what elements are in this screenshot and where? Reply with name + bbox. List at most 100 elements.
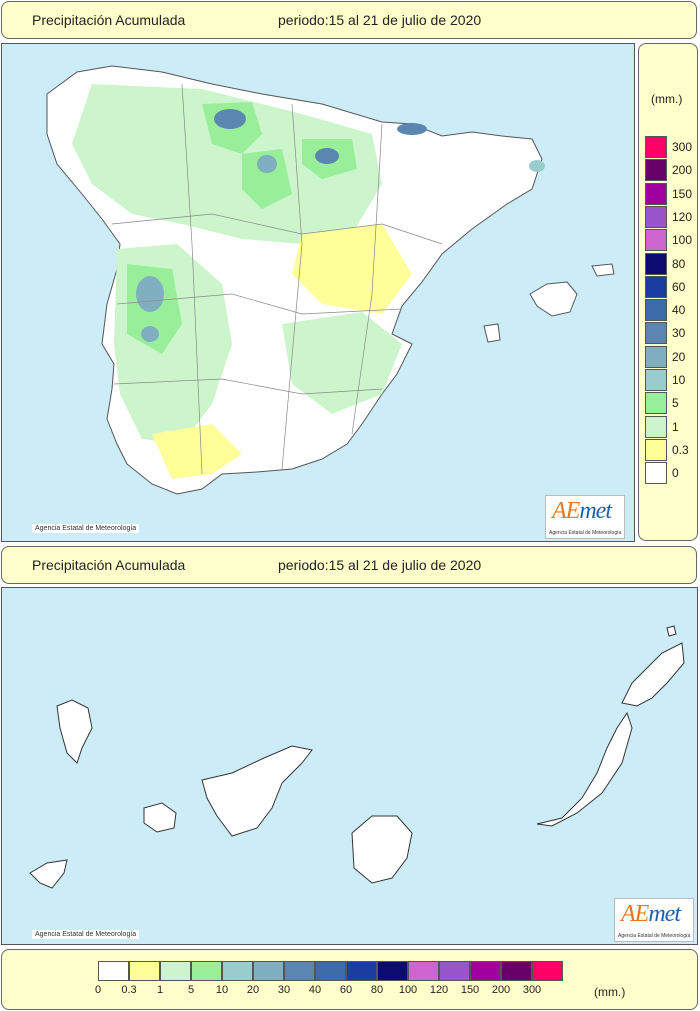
legend-swatch-v xyxy=(645,275,667,298)
aemet-wordmark-bottom: AEmet xyxy=(621,901,681,927)
el-hierro-island xyxy=(29,859,68,889)
legend-swatch-h xyxy=(160,961,191,981)
legend-label-v: 0.3 xyxy=(672,442,689,457)
legend-swatch-v xyxy=(645,345,667,368)
legend-label-h: 60 xyxy=(339,984,353,996)
legend-label-h: 300 xyxy=(522,984,542,996)
legend-unit-bottom: (mm.) xyxy=(594,985,626,999)
copyright-peninsula: Agencia Estatal de Meteorología xyxy=(32,524,140,533)
legend-label-v: 80 xyxy=(672,256,686,271)
title-bar-peninsula: Precipitación Acumulada periodo:15 al 21… xyxy=(1,1,697,39)
aemet-logo-bottom: AEmet Agencia Estatal de Meteorología xyxy=(614,898,694,942)
legend-vertical: (mm.) 300 200 150 120 100 80 60 40 30 20 10 5 1 0.3 0 xyxy=(638,43,698,541)
lanzarote-island xyxy=(621,642,685,707)
mallorca-island xyxy=(529,281,578,317)
rain-zone-north xyxy=(72,84,382,244)
la-gomera-island xyxy=(143,802,177,833)
la-palma-island xyxy=(56,699,93,764)
legend-swatch-h xyxy=(501,961,532,981)
aemet-wordmark: AEmet xyxy=(552,498,612,524)
legend-label-v: 100 xyxy=(672,233,693,248)
rain-core-6 xyxy=(397,123,427,135)
rain-core-1 xyxy=(214,109,246,129)
legend-label-h: 5 xyxy=(187,984,195,996)
legend-swatch-v xyxy=(645,438,667,461)
legend-swatch-v xyxy=(645,415,667,438)
province-borders xyxy=(111,83,443,475)
legend-label-h: 120 xyxy=(429,984,449,996)
rain-core-4 xyxy=(136,276,164,312)
map-period-canarias: periodo:15 al 21 de julio de 2020 xyxy=(278,557,482,573)
peninsula-map-graphic xyxy=(46,65,615,495)
legend-swatch-v xyxy=(645,462,667,485)
legend-unit: (mm.) xyxy=(651,92,683,106)
legend-swatch-h xyxy=(439,961,470,981)
legend-label-h: 150 xyxy=(460,984,480,996)
legend-label-v: 30 xyxy=(672,326,686,341)
legend-swatch-h xyxy=(470,961,501,981)
legend-label-v: 120 xyxy=(672,209,693,224)
legend-swatch-h xyxy=(222,961,253,981)
title-bar-canarias: Precipitación Acumulada periodo:15 al 21… xyxy=(1,546,697,584)
rain-core-3 xyxy=(315,148,339,164)
aemet-logo-subtitle-bottom: Agencia Estatal de Meteorología xyxy=(618,933,691,939)
legend-swatch-h xyxy=(377,961,408,981)
legend-swatch-v xyxy=(645,392,667,415)
aemet-logo-top: AEmet Agencia Estatal de Meteorología xyxy=(545,495,625,539)
rain-zone-green-2 xyxy=(242,149,292,209)
legend-label-v: 40 xyxy=(672,303,686,318)
tenerife-island xyxy=(201,745,313,837)
legend-label-v: 200 xyxy=(672,163,693,178)
legend-swatch-h xyxy=(284,961,315,981)
map-period: periodo:15 al 21 de julio de 2020 xyxy=(278,12,482,28)
legend-label-h: 30 xyxy=(277,984,291,996)
legend-label-v: 10 xyxy=(672,373,686,387)
legend-label-h: 10 xyxy=(215,984,229,996)
ibiza-island xyxy=(483,323,501,343)
gran-canaria-island xyxy=(351,815,413,884)
legend-label-v: 5 xyxy=(672,396,679,411)
peninsula-map: Agencia Estatal de Meteorología AEmet Ag… xyxy=(1,43,635,542)
legend-label-v: 150 xyxy=(672,186,693,201)
legend-label-v: 1 xyxy=(672,419,679,434)
rain-core-5 xyxy=(141,326,159,342)
legend-swatch-v xyxy=(645,159,667,182)
legend-horizontal: 0 0.3 1 5 10 20 30 40 60 80 100 120 150 200 300 (mm.) xyxy=(1,949,698,1010)
legend-label-v: 0 xyxy=(672,466,679,481)
rain-zone-yellow-2 xyxy=(152,424,242,479)
legend-swatch-h xyxy=(253,961,284,981)
rain-zone-yellow-1 xyxy=(292,224,412,314)
legend-label-h: 1 xyxy=(156,984,164,996)
legend-swatch-v xyxy=(645,205,667,228)
la-graciosa-island xyxy=(666,625,677,637)
legend-label-h: 0.3 xyxy=(121,984,137,996)
legend-swatch-h xyxy=(315,961,346,981)
legend-swatch-v xyxy=(645,182,667,205)
canarias-map: Agencia Estatal de Meteorología AEmet Ag… xyxy=(1,587,698,945)
legend-swatch-v xyxy=(645,322,667,345)
legend-swatch-h xyxy=(191,961,222,981)
legend-swatch-h xyxy=(98,961,129,981)
legend-label-h: 20 xyxy=(246,984,260,996)
legend-label-v: 300 xyxy=(672,140,693,154)
legend-label-h: 0 xyxy=(94,984,102,996)
legend-label-v: 60 xyxy=(672,279,686,294)
legend-label-h: 100 xyxy=(398,984,418,996)
legend-swatch-v xyxy=(645,229,667,252)
menorca-island xyxy=(591,263,615,277)
legend-swatch-h xyxy=(532,961,563,981)
legend-swatch-v xyxy=(645,252,667,275)
legend-label-h: 200 xyxy=(491,984,511,996)
legend-label-h: 80 xyxy=(370,984,384,996)
legend-swatch-v xyxy=(645,299,667,322)
legend-swatch-v xyxy=(645,136,667,158)
canarias-map-graphic xyxy=(29,625,685,889)
legend-swatch-v xyxy=(645,369,667,391)
legend-swatch-h xyxy=(129,961,160,981)
copyright-canarias: Agencia Estatal de Meteorología xyxy=(32,930,140,939)
rain-zone-east xyxy=(282,312,402,414)
aemet-logo-subtitle: Agencia Estatal de Meteorología xyxy=(549,530,622,536)
legend-label-v: 20 xyxy=(672,349,686,364)
legend-swatch-h xyxy=(408,961,439,981)
legend-label-h: 40 xyxy=(308,984,322,996)
